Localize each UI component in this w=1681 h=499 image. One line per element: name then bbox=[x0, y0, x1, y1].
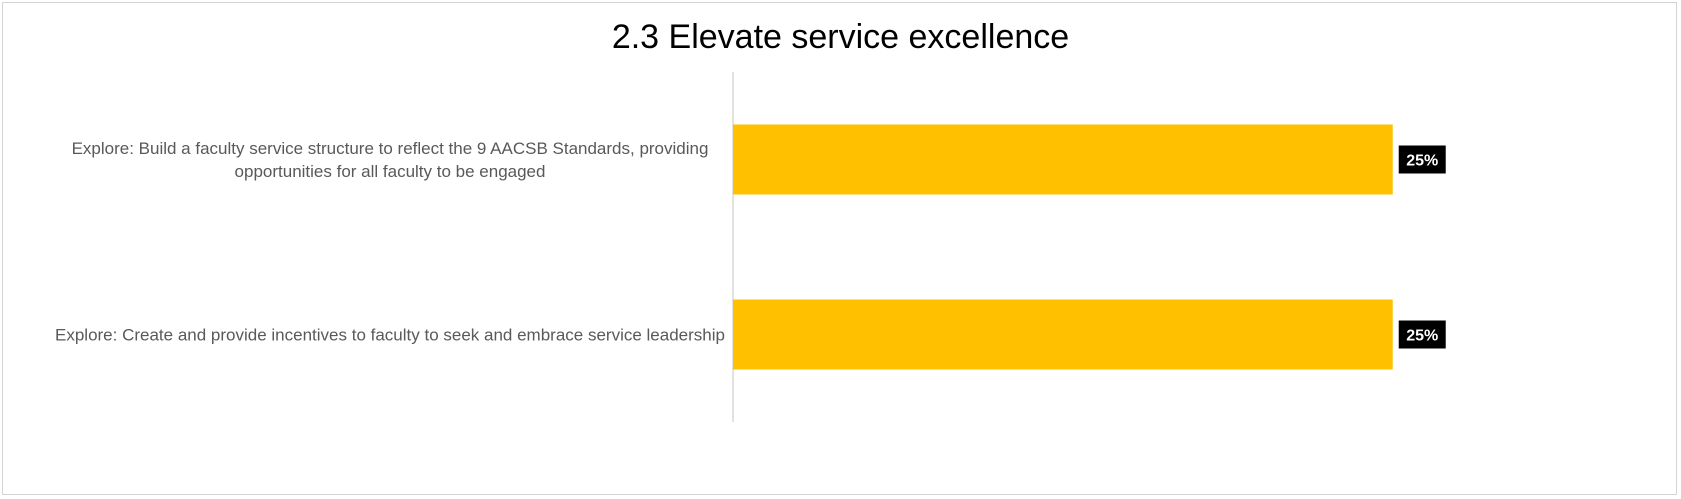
data-label-background-1 bbox=[1398, 145, 1446, 174]
data-label-background-2 bbox=[1398, 320, 1446, 349]
bars-group bbox=[733, 124, 1393, 370]
data-label-1: 25% bbox=[1406, 153, 1438, 170]
category-label-line: Explore: Build a faculty service structu… bbox=[72, 139, 709, 158]
bar-2 bbox=[733, 299, 1393, 370]
bar-1 bbox=[733, 124, 1393, 195]
category-label-2: Explore: Create and provide incentives t… bbox=[55, 326, 725, 345]
data-labels-group: 25% 25% bbox=[1398, 145, 1446, 349]
data-label-2: 25% bbox=[1406, 328, 1438, 345]
category-label-1: Explore: Build a faculty service structu… bbox=[72, 139, 709, 181]
chart-title: 2.3 Elevate service excellence bbox=[611, 18, 1070, 56]
category-labels-group: Explore: Build a faculty service structu… bbox=[55, 139, 725, 345]
category-label-line: opportunities for all faculty to be enga… bbox=[235, 162, 546, 181]
category-label-line: Explore: Create and provide incentives t… bbox=[55, 326, 725, 345]
